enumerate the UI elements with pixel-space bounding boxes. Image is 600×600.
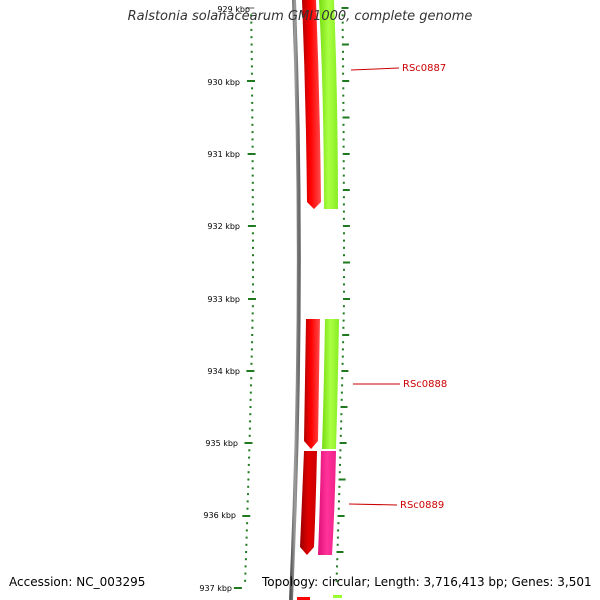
cds-track	[318, 0, 342, 598]
scale-labels: 929 kbp 930 kbp 931 kbp 932 kbp 933 kbp …	[199, 5, 250, 593]
cds-feature-rsc0889[interactable]	[318, 451, 336, 555]
gene-label-rsc0887[interactable]: RSc0887	[402, 63, 446, 74]
gene-feature-partial	[297, 597, 310, 600]
tick-label-930: 930 kbp	[207, 78, 240, 87]
tick-label-932: 932 kbp	[207, 222, 240, 231]
gene-feature-rsc0887[interactable]	[302, 0, 321, 209]
leader-line-rsc0887	[350, 67, 400, 71]
gene-feature-rsc0888[interactable]	[304, 319, 320, 449]
topology-text: Topology: circular; Length: 3,716,413 bp…	[262, 575, 592, 589]
gene-feature-rsc0889[interactable]	[300, 451, 317, 555]
tick-label-937: 937 kbp	[199, 584, 232, 593]
gene-label-lines	[348, 67, 400, 506]
tick-label-935: 935 kbp	[205, 439, 238, 448]
gene-track	[297, 0, 321, 600]
scale-ticks	[233, 7, 350, 589]
genome-title: Ralstonia solanacearum GMI1000, complete…	[127, 9, 473, 24]
tick-label-929: 929 kbp	[217, 5, 250, 14]
sequence-backbone	[289, 0, 301, 600]
cds-feature-rsc0888[interactable]	[322, 319, 339, 449]
gene-label-rsc0888[interactable]: RSc0888	[403, 379, 447, 390]
cds-feature-rsc0887[interactable]	[319, 0, 338, 209]
cds-feature-partial	[333, 595, 342, 598]
tick-label-936: 936 kbp	[203, 511, 236, 520]
tick-label-931: 931 kbp	[207, 150, 240, 159]
tick-label-933: 933 kbp	[207, 295, 240, 304]
tick-label-934: 934 kbp	[207, 367, 240, 376]
accession-text: Accession: NC_003295	[9, 575, 146, 589]
gene-label-rsc0889[interactable]: RSc0889	[400, 500, 444, 511]
gene-labels: RSc0887 RSc0888 RSc0889	[400, 63, 447, 511]
leader-line-rsc0889	[348, 503, 398, 506]
